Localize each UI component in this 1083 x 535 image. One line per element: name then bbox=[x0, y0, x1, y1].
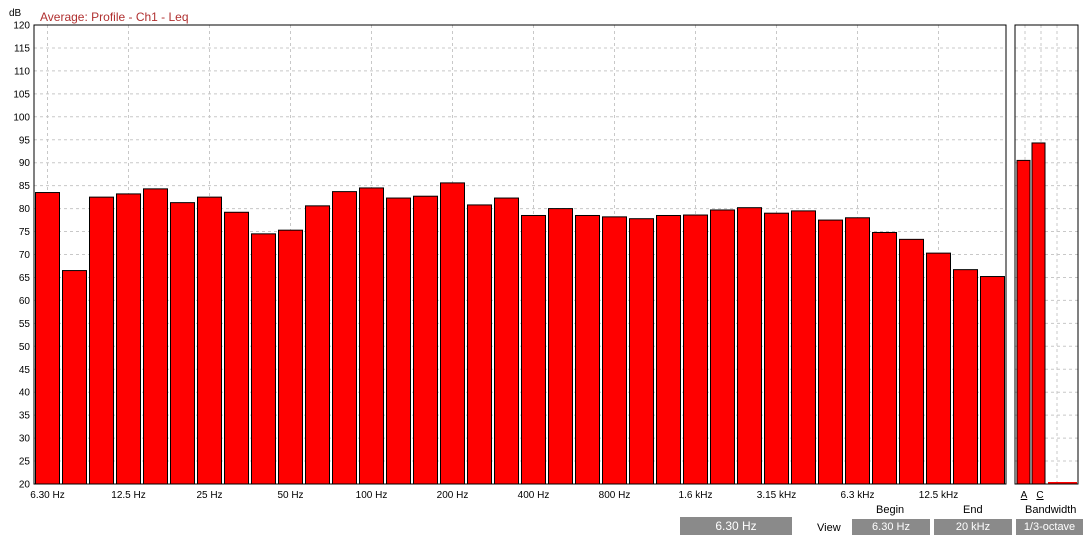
x-tick-label: 100 Hz bbox=[356, 490, 388, 501]
bar-500-hz[interactable] bbox=[548, 208, 573, 485]
bar-200-hz[interactable] bbox=[440, 182, 465, 485]
y-tick-label: 75 bbox=[19, 227, 31, 238]
y-tick-label: 65 bbox=[19, 273, 31, 284]
bandwidth-select[interactable]: 1/3-octave bbox=[1016, 519, 1083, 535]
y-tick-label: 45 bbox=[19, 365, 31, 376]
y-axis-ticks: 20 25 30 35 40 45 50 55 60 65 70 75 80 85 90 95 100 105 11… bbox=[13, 21, 30, 491]
bar-160-hz[interactable] bbox=[413, 195, 438, 485]
bar-10-khz[interactable] bbox=[899, 238, 924, 485]
view-label: View bbox=[817, 522, 841, 534]
bar-400-hz[interactable] bbox=[521, 214, 546, 485]
y-tick-label: 20 bbox=[19, 480, 31, 491]
cursor-frequency-display: 6.30 Hz bbox=[680, 517, 792, 535]
y-tick-label: 25 bbox=[19, 457, 31, 468]
chart-title: Average: Profile - Ch1 - Leq bbox=[40, 10, 189, 24]
main-plot-frame[interactable] bbox=[33, 24, 1007, 485]
end-frequency-field[interactable]: 20 kHz bbox=[934, 519, 1012, 535]
weighted-label-a: A bbox=[1021, 490, 1028, 501]
y-tick-label: 100 bbox=[13, 112, 30, 123]
bar-6-30-hz[interactable] bbox=[35, 192, 60, 485]
bar-weighted-c[interactable] bbox=[1031, 142, 1046, 485]
x-tick-label: 200 Hz bbox=[437, 490, 469, 501]
bar-315-hz[interactable] bbox=[494, 197, 519, 485]
bar-100-hz[interactable] bbox=[359, 187, 384, 485]
bar-125-hz[interactable] bbox=[386, 197, 411, 485]
x-tick-label: 3.15 kHz bbox=[757, 490, 796, 501]
bar-800-hz[interactable] bbox=[602, 216, 627, 485]
bar-12-5-khz[interactable] bbox=[926, 252, 951, 485]
x-axis-ticks: 6.30 Hz 12.5 Hz 25 Hz 50 Hz 100 Hz 200 Hz 400 … bbox=[30, 490, 958, 501]
bar-1-khz[interactable] bbox=[629, 218, 654, 485]
y-tick-label: 40 bbox=[19, 388, 31, 399]
y-tick-label: 115 bbox=[14, 43, 30, 54]
bar-8-khz[interactable] bbox=[872, 231, 897, 485]
y-tick-label: 70 bbox=[19, 250, 31, 261]
bar-3-15-khz[interactable] bbox=[764, 212, 789, 485]
x-tick-label: 12.5 Hz bbox=[111, 490, 145, 501]
bar-10-hz[interactable] bbox=[89, 196, 114, 485]
bar-20-khz[interactable] bbox=[980, 276, 1005, 485]
bar-1-25-khz[interactable] bbox=[656, 214, 681, 485]
y-tick-label: 85 bbox=[19, 181, 31, 192]
y-tick-label: 110 bbox=[14, 66, 30, 77]
x-tick-label: 800 Hz bbox=[599, 490, 631, 501]
x-tick-label: 25 Hz bbox=[196, 490, 222, 501]
y-tick-label: 60 bbox=[19, 296, 31, 307]
bar-6-3-khz[interactable] bbox=[845, 217, 870, 485]
bar-80-hz[interactable] bbox=[332, 191, 357, 485]
weighted-plot-frame[interactable] bbox=[1014, 24, 1079, 485]
bar-20-hz[interactable] bbox=[170, 202, 195, 485]
bar-630-hz[interactable] bbox=[575, 214, 600, 485]
y-tick-label: 30 bbox=[19, 434, 31, 445]
main-plot-bars bbox=[35, 182, 1005, 485]
weighted-label-c: C bbox=[1036, 490, 1043, 501]
bar-8-hz[interactable] bbox=[62, 270, 87, 485]
bar-12-5-hz[interactable] bbox=[116, 193, 141, 485]
bar-25-hz[interactable] bbox=[197, 196, 222, 485]
x-tick-label: 400 Hz bbox=[518, 490, 550, 501]
y-tick-label: 95 bbox=[19, 135, 31, 146]
x-tick-label: 1.6 kHz bbox=[679, 490, 713, 501]
bar-5-khz[interactable] bbox=[818, 219, 843, 485]
y-tick-label: 80 bbox=[19, 204, 31, 215]
begin-label: Begin bbox=[876, 504, 905, 516]
x-tick-label: 50 Hz bbox=[277, 490, 303, 501]
bar-31-5-hz[interactable] bbox=[224, 211, 249, 485]
weighted-plot-bars bbox=[1016, 142, 1077, 485]
bar-4-khz[interactable] bbox=[791, 210, 816, 485]
bar-1-6-khz[interactable] bbox=[683, 214, 708, 485]
bandwidth-label: Bandwidth bbox=[1025, 504, 1077, 516]
y-tick-label: 55 bbox=[19, 319, 31, 330]
bar-16-hz[interactable] bbox=[143, 188, 168, 485]
y-tick-label: 105 bbox=[13, 89, 30, 100]
x-tick-label: 12.5 kHz bbox=[919, 490, 958, 501]
x-tick-label: 6.3 kHz bbox=[841, 490, 875, 501]
y-tick-label: 120 bbox=[13, 21, 30, 32]
bar-2-khz[interactable] bbox=[710, 209, 735, 485]
begin-frequency-field[interactable]: 6.30 Hz bbox=[852, 519, 930, 535]
y-tick-label: 35 bbox=[19, 411, 31, 422]
x-tick-label: 6.30 Hz bbox=[30, 490, 64, 501]
bar-40-hz[interactable] bbox=[251, 233, 276, 485]
y-tick-label: 50 bbox=[19, 342, 31, 353]
bar-16-khz[interactable] bbox=[953, 269, 978, 485]
bar-2-5-khz[interactable] bbox=[737, 207, 762, 485]
bar-50-hz[interactable] bbox=[278, 229, 303, 485]
y-axis-unit-label: dB bbox=[9, 8, 22, 19]
bar-63-hz[interactable] bbox=[305, 205, 330, 485]
bar-weighted-a[interactable] bbox=[1016, 159, 1031, 485]
bar-250-hz[interactable] bbox=[467, 204, 492, 485]
end-label: End bbox=[963, 504, 983, 516]
y-tick-label: 90 bbox=[19, 158, 31, 169]
